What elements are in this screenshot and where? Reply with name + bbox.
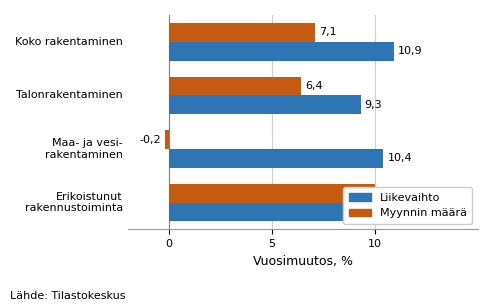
Text: 10,4: 10,4 (387, 154, 412, 164)
Text: -0,2: -0,2 (139, 135, 161, 145)
Legend: Liikevaihto, Myynnin määrä: Liikevaihto, Myynnin määrä (343, 187, 472, 224)
Bar (169, 77, 301, 95)
Bar (169, 149, 383, 168)
Bar (165, 130, 169, 149)
Text: 6,4: 6,4 (305, 81, 322, 91)
Bar (169, 95, 360, 114)
Text: 9,3: 9,3 (365, 100, 382, 110)
Bar (169, 23, 315, 42)
Text: 7,1: 7,1 (319, 27, 337, 37)
Text: Lähde: Tilastokeskus: Lähde: Tilastokeskus (10, 291, 125, 301)
Bar (169, 42, 393, 60)
Text: 13,0: 13,0 (441, 207, 465, 217)
Text: 10,0: 10,0 (379, 188, 404, 198)
Text: 10,9: 10,9 (398, 46, 423, 56)
Bar (169, 184, 375, 203)
X-axis label: Vuosimuutos, %: Vuosimuutos, % (253, 255, 353, 268)
Bar (169, 203, 437, 221)
